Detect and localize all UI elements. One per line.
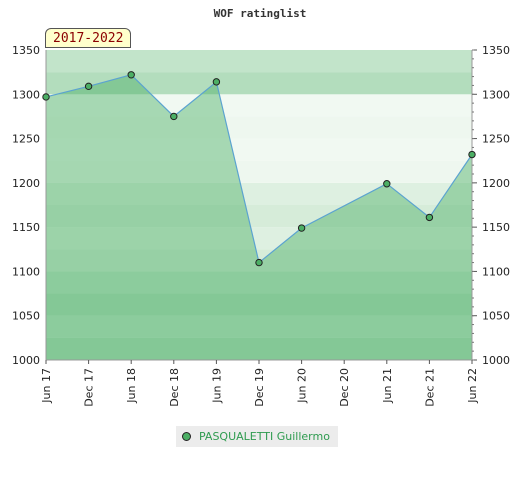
background-band bbox=[46, 138, 472, 161]
x-tick-label: Jun 18 bbox=[125, 368, 138, 404]
data-point bbox=[255, 258, 263, 267]
background-band bbox=[46, 182, 472, 205]
background-band bbox=[46, 72, 472, 95]
data-point bbox=[84, 82, 93, 91]
legend-label: PASQUALETTI Guillermo bbox=[199, 430, 330, 443]
y-tick-label-right: 1300 bbox=[482, 88, 510, 101]
y-tick-label-right: 1250 bbox=[482, 133, 510, 146]
y-tick-label-right: 1200 bbox=[482, 177, 510, 190]
x-tick-label: Jun 22 bbox=[466, 368, 479, 404]
y-tick-label-right: 1000 bbox=[482, 354, 510, 367]
y-tick-label-left: 1100 bbox=[12, 265, 40, 278]
y-tick-label-right: 1150 bbox=[482, 221, 510, 234]
background-bands bbox=[46, 50, 472, 360]
data-point bbox=[297, 224, 306, 232]
axes bbox=[45, 49, 477, 364]
y-tick-label-left: 1050 bbox=[12, 310, 40, 323]
data-point bbox=[170, 112, 178, 121]
x-tick-label: Jun 21 bbox=[381, 368, 394, 404]
x-tick-label: Jun 20 bbox=[296, 368, 309, 404]
background-band bbox=[46, 271, 472, 294]
y-tick-label-right: 1100 bbox=[482, 265, 510, 278]
chart-title: WOF ratinglist bbox=[214, 7, 307, 20]
y-tick-label-right: 1350 bbox=[482, 44, 510, 57]
y-tick-label-left: 1300 bbox=[12, 88, 40, 101]
x-tick-label: Dec 19 bbox=[253, 368, 266, 407]
y-tick-label-left: 1200 bbox=[12, 177, 40, 190]
y-tick-label-right: 1050 bbox=[482, 310, 510, 323]
y-tick-label-left: 1150 bbox=[12, 221, 40, 234]
y-axis-right-labels: 1000 1050 1100 1150 1200 1250 1300 1350 bbox=[482, 44, 510, 367]
background-band bbox=[46, 293, 472, 316]
data-point bbox=[468, 150, 476, 159]
y-axis-left-labels: 1000 1050 1100 1150 1200 1250 1300 1350 bbox=[12, 44, 40, 367]
data-point bbox=[425, 213, 434, 222]
rating-area-fill bbox=[46, 74, 472, 361]
data-point bbox=[127, 71, 135, 79]
background-band bbox=[46, 116, 472, 139]
data-point bbox=[212, 78, 221, 86]
background-band bbox=[46, 227, 472, 250]
background-band bbox=[46, 315, 472, 338]
y-tick-label-left: 1000 bbox=[12, 354, 40, 367]
x-tick-label: Dec 18 bbox=[168, 368, 181, 407]
y-tick-label-left: 1350 bbox=[12, 44, 40, 57]
legend-marker-icon bbox=[182, 432, 191, 441]
y-tick-label-left: 1250 bbox=[12, 133, 40, 146]
data-point bbox=[42, 93, 50, 101]
x-tick-label: Dec 17 bbox=[83, 368, 96, 407]
rating-area bbox=[46, 74, 472, 361]
period-badge: 2017-2022 bbox=[45, 28, 132, 48]
x-axis-labels: Jun 17 Dec 17 Jun 18 Dec 18 Jun 19 Dec 19 Jun … bbox=[40, 368, 479, 407]
background-band bbox=[46, 160, 472, 183]
x-tick-label: Jun 17 bbox=[40, 368, 53, 404]
background-band bbox=[46, 94, 472, 117]
rating-points bbox=[42, 71, 476, 267]
x-tick-label: Dec 20 bbox=[338, 368, 351, 407]
data-point bbox=[383, 180, 391, 188]
rating-line bbox=[45, 74, 473, 264]
rating-polyline bbox=[45, 74, 473, 264]
legend: PASQUALETTI Guillermo bbox=[176, 426, 338, 447]
background-band bbox=[46, 50, 472, 73]
background-band bbox=[46, 205, 472, 228]
x-tick-label: Dec 21 bbox=[423, 368, 436, 407]
x-tick-label: Jun 19 bbox=[210, 368, 223, 404]
background-band bbox=[46, 337, 472, 360]
